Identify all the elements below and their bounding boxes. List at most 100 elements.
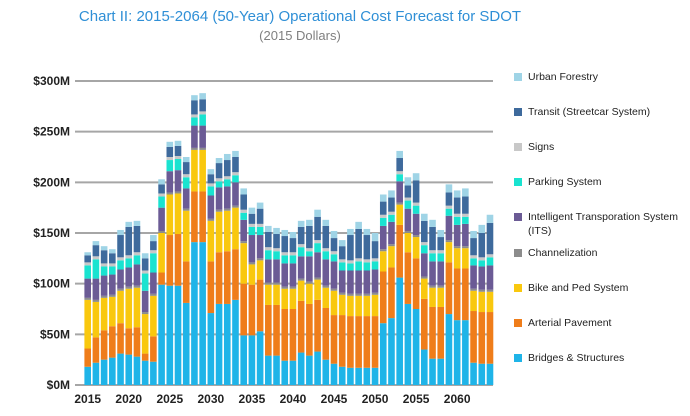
bar-segment <box>199 114 206 126</box>
bar-segment <box>388 190 395 198</box>
bar-segment <box>445 192 453 206</box>
bar-segment <box>363 270 371 294</box>
bar-segment <box>191 147 198 150</box>
bar-segment <box>182 208 190 211</box>
bar-segment <box>248 213 256 224</box>
bar-segment <box>379 214 387 218</box>
bar-segment <box>462 223 469 247</box>
bar-segment <box>150 250 157 254</box>
legend-swatch <box>514 108 522 116</box>
bar-segment <box>297 300 305 353</box>
bar-segment <box>330 290 338 316</box>
legend-swatch <box>514 213 522 221</box>
bar-segment <box>84 348 91 367</box>
bar-segment <box>486 289 494 292</box>
bar-segment <box>215 181 223 188</box>
bar-segment <box>215 303 223 385</box>
bar-segment <box>265 250 272 260</box>
bar-segment <box>396 204 403 225</box>
bar-segment <box>150 253 157 273</box>
bar-segment <box>429 253 436 262</box>
bar-segment <box>355 221 362 229</box>
bar-segment <box>338 246 346 260</box>
bar-segment <box>388 211 395 215</box>
bar-segment <box>486 214 494 223</box>
bar-segment <box>141 360 149 385</box>
bar-segment <box>232 299 239 385</box>
bar-segment <box>100 246 108 251</box>
bar-segment <box>289 309 297 361</box>
bar-segment <box>412 213 420 236</box>
bar-segment <box>109 357 116 385</box>
bar-segment <box>281 286 289 289</box>
bar-segment <box>404 185 412 198</box>
bar-segment <box>215 178 223 182</box>
bar-segment <box>355 261 362 271</box>
bar-segment <box>248 264 256 285</box>
bar-segment <box>182 188 190 209</box>
bar-segment <box>223 160 231 177</box>
bar-segment <box>281 255 289 264</box>
legend-swatch <box>514 73 522 81</box>
bar-segment <box>84 278 91 298</box>
bar-segment <box>289 288 297 309</box>
bar-segment <box>347 260 354 264</box>
bar-segment <box>240 219 247 242</box>
bar-segment <box>84 297 91 300</box>
bar-segment <box>412 202 420 206</box>
y-tick-label: $250M <box>33 125 70 139</box>
bar-segment <box>273 284 280 305</box>
x-tick-label: 2040 <box>280 392 307 406</box>
bar-segment <box>215 252 223 304</box>
bar-segment <box>314 240 321 244</box>
bar-segment <box>363 295 371 317</box>
bar-segment <box>223 208 231 211</box>
bar-segment <box>150 293 157 296</box>
legend-label: Parking System <box>528 176 602 188</box>
bar-segment <box>421 213 428 221</box>
bar-segment <box>338 315 346 367</box>
bar-segment <box>191 117 198 126</box>
bar-segment <box>314 243 321 253</box>
bar-segment <box>100 359 108 385</box>
bar-segment <box>223 303 231 385</box>
bar-segment <box>100 263 108 267</box>
bar-segment <box>199 93 206 100</box>
bar-segment <box>141 312 149 315</box>
bar-segment <box>314 209 321 217</box>
bar-segment <box>265 231 272 248</box>
bar-segment <box>314 252 321 278</box>
bar-segment <box>338 259 346 263</box>
bar-segment <box>486 291 494 313</box>
bar-segment <box>412 309 420 385</box>
bar-segment <box>355 258 362 262</box>
bar-segment <box>109 263 116 267</box>
bar-segment <box>388 246 395 268</box>
bar-segment <box>289 238 297 253</box>
bar-segment <box>273 282 280 285</box>
bar-segment <box>92 278 100 300</box>
bar-segment <box>166 160 174 172</box>
bar-segment <box>248 284 256 336</box>
bar-segment <box>158 193 165 197</box>
x-tick-label: 2055 <box>403 392 430 406</box>
bar-segment <box>158 184 165 194</box>
bar-segment <box>166 192 174 195</box>
bar-segment <box>470 311 477 363</box>
bar-segment <box>437 358 445 385</box>
bar-segment <box>355 270 362 294</box>
bar-segment <box>486 257 494 266</box>
bar-segment <box>133 252 141 256</box>
bar-segment <box>421 278 428 299</box>
bar-segment <box>388 244 395 247</box>
bar-segment <box>379 225 387 250</box>
bar-segment <box>174 234 182 286</box>
bar-segment <box>117 257 124 261</box>
x-tick-label: 2035 <box>239 392 266 406</box>
bar-segment <box>207 174 215 184</box>
bar-segment <box>478 260 486 267</box>
bar-segment <box>412 173 420 181</box>
bar-segment <box>347 263 354 271</box>
bar-segment <box>462 320 469 385</box>
bar-segment <box>470 362 477 385</box>
